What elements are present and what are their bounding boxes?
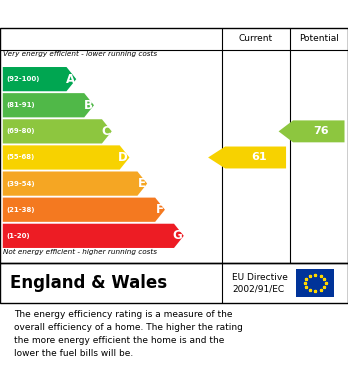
Text: A: A: [66, 73, 75, 86]
Polygon shape: [3, 197, 165, 222]
Text: (1-20): (1-20): [6, 233, 30, 239]
Text: 61: 61: [251, 152, 267, 163]
Polygon shape: [3, 119, 112, 143]
Text: (55-68): (55-68): [6, 154, 34, 160]
Polygon shape: [208, 147, 286, 169]
Polygon shape: [3, 93, 94, 117]
Text: Potential: Potential: [299, 34, 339, 43]
Text: Current: Current: [238, 34, 273, 43]
Polygon shape: [3, 224, 184, 248]
Text: (21-38): (21-38): [6, 207, 35, 213]
FancyBboxPatch shape: [296, 269, 334, 298]
Text: (81-91): (81-91): [6, 102, 35, 108]
Text: C: C: [102, 125, 110, 138]
Polygon shape: [3, 172, 147, 196]
Text: B: B: [84, 99, 93, 112]
Text: EU Directive
2002/91/EC: EU Directive 2002/91/EC: [232, 273, 288, 293]
Text: England & Wales: England & Wales: [10, 274, 168, 292]
Text: Not energy efficient - higher running costs: Not energy efficient - higher running co…: [3, 249, 158, 255]
Text: E: E: [138, 177, 146, 190]
Text: F: F: [156, 203, 164, 216]
Text: (69-80): (69-80): [6, 128, 35, 135]
Polygon shape: [3, 145, 129, 170]
Text: Energy Efficiency Rating: Energy Efficiency Rating: [10, 7, 220, 22]
Text: (92-100): (92-100): [6, 76, 40, 82]
Text: G: G: [173, 230, 182, 242]
Text: The energy efficiency rating is a measure of the
overall efficiency of a home. T: The energy efficiency rating is a measur…: [14, 310, 243, 358]
Text: (39-54): (39-54): [6, 181, 35, 187]
Polygon shape: [3, 67, 76, 91]
Polygon shape: [279, 120, 345, 142]
Text: D: D: [118, 151, 128, 164]
Text: Very energy efficient - lower running costs: Very energy efficient - lower running co…: [3, 51, 158, 57]
Text: 76: 76: [314, 126, 329, 136]
